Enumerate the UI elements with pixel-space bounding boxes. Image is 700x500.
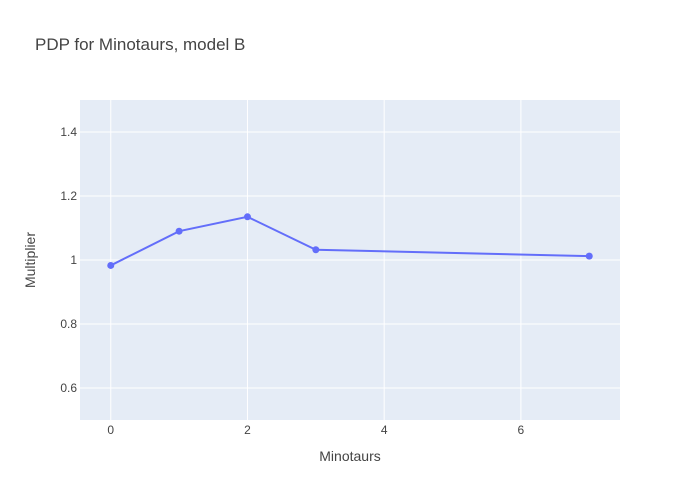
x-axis-title: Minotaurs — [319, 448, 380, 464]
x-tick-label: 6 — [518, 423, 525, 437]
data-point[interactable] — [107, 261, 115, 269]
data-point[interactable] — [243, 213, 251, 221]
series-layer — [107, 213, 593, 269]
y-gridlines — [80, 131, 620, 389]
x-gridlines — [110, 100, 522, 420]
x-tick-label: 0 — [107, 423, 114, 437]
y-tick-label: 0.8 — [60, 317, 77, 331]
x-tick-label: 4 — [381, 423, 388, 437]
x-tick-label: 2 — [244, 423, 251, 437]
y-tick-label: 1.2 — [60, 189, 77, 203]
data-point[interactable] — [175, 227, 183, 235]
chart-title: PDP for Minotaurs, model B — [35, 35, 245, 54]
y-tick-label: 0.6 — [60, 381, 77, 395]
y-tick-label: 1 — [70, 253, 77, 267]
y-tick-label: 1.4 — [60, 125, 77, 139]
x-tick-labels: 0 2 4 6 — [107, 423, 524, 437]
y-axis-title: Multiplier — [22, 232, 38, 288]
data-point[interactable] — [585, 252, 593, 260]
data-point[interactable] — [312, 246, 320, 254]
y-tick-labels: 0.6 0.8 1 1.2 1.4 — [60, 125, 77, 395]
